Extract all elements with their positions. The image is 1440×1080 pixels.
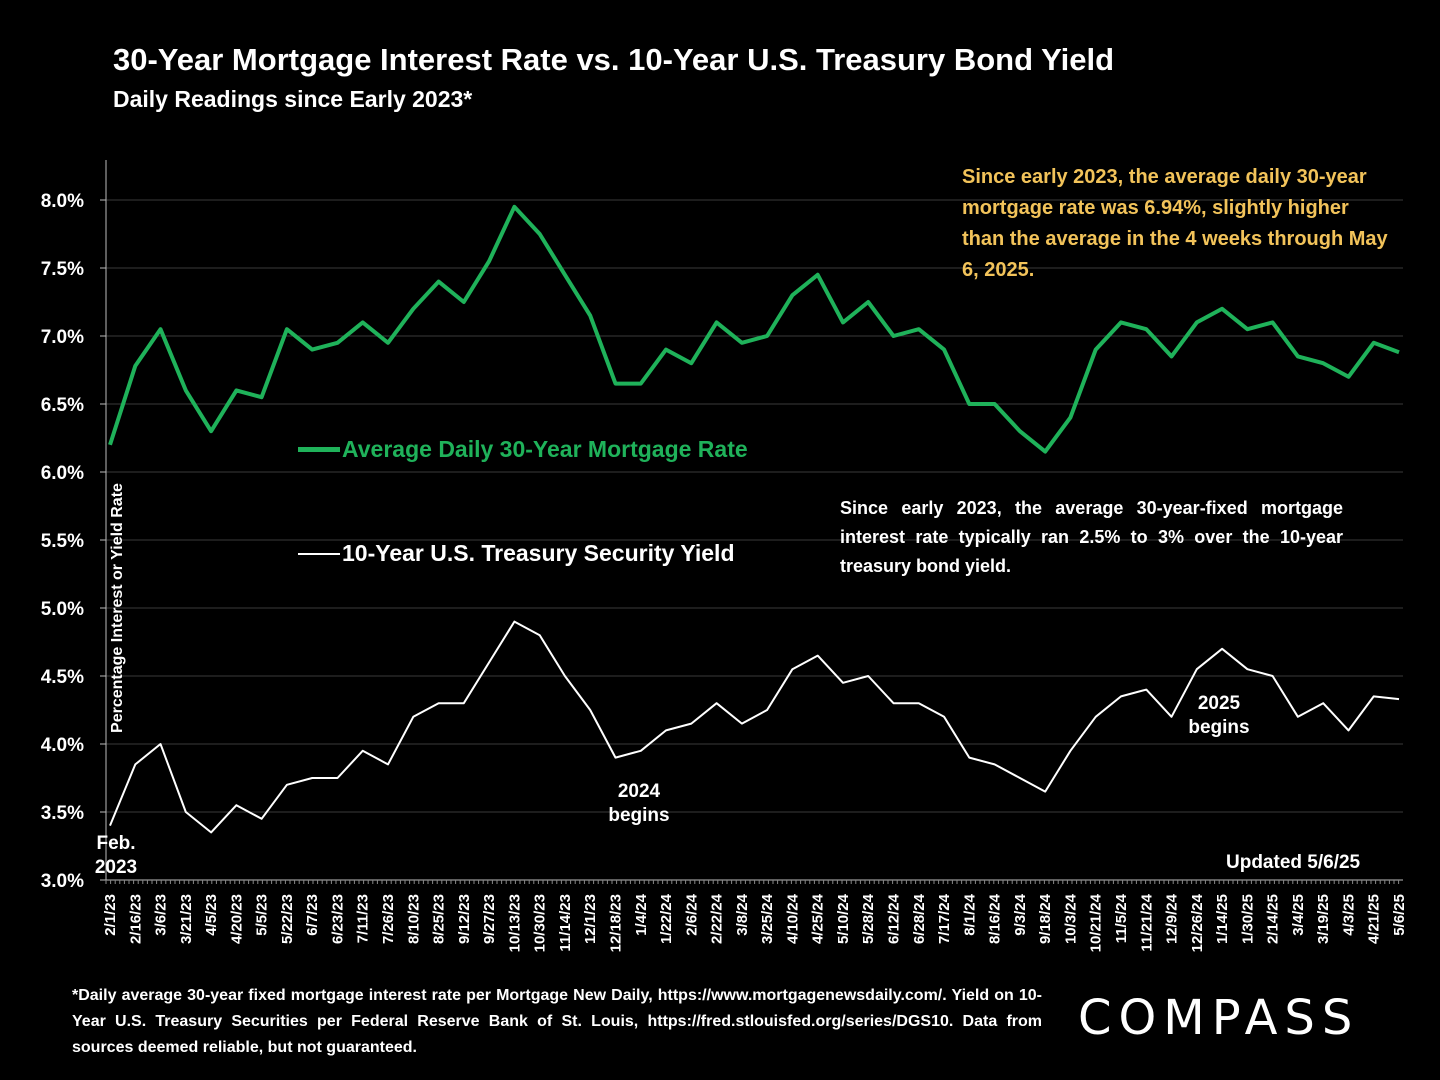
y-tick-label: 7.0% (41, 327, 84, 348)
legend-treasury-swatch (298, 552, 340, 555)
axes (100, 160, 1403, 884)
x-tick-label: 5/6/25 (1391, 894, 1408, 936)
x-tick-label: 11/14/23 (557, 894, 574, 952)
x-tick-label: 5/28/24 (860, 893, 877, 944)
x-tick-label: 5/22/23 (279, 894, 296, 944)
x-tick-label: 10/13/23 (506, 894, 523, 952)
y-tick-label: 8.0% (41, 191, 84, 212)
x-tick-label: 10/3/24 (1062, 893, 1079, 944)
x-tick-label: 5/5/23 (254, 894, 271, 936)
x-tick-label: 2/14/25 (1265, 894, 1282, 944)
x-tick-label: 8/16/24 (987, 893, 1004, 944)
label-2025-begins: 2025 begins (1188, 693, 1250, 738)
mortgage-rate-line (108, 204, 1400, 454)
legend-mortgage: Average Daily 30-Year Mortgage Rate (298, 436, 748, 463)
y-tick-label: 4.5% (41, 667, 84, 688)
x-tick-label: 4/5/23 (203, 894, 220, 936)
x-tick-label: 6/7/23 (304, 894, 321, 936)
y-tick-label: 7.5% (41, 259, 84, 280)
x-tick-labels: 2/1/23 2/16/23 3/6/23 3/21/23 4/5/23 4/20/23 5… (102, 893, 1408, 952)
y-axis-label: Percentage Interest or Yield Rate (109, 483, 126, 733)
x-tick-label: 2/22/24 (709, 893, 726, 944)
line-chart: 3.0% 3.5% 4.0% 4.5% 5.0% 5.5% 6.0% 6.5% 7.0% 7.5%… (41, 160, 1408, 952)
chart-subtitle: Daily Readings since Early 2023* (113, 86, 473, 112)
x-tick-label: 4/10/24 (784, 893, 801, 944)
legend-treasury-label: 10-Year U.S. Treasury Security Yield (342, 540, 735, 566)
y-tick-label: 6.5% (41, 395, 84, 416)
x-tick-label: 2/16/23 (127, 894, 144, 944)
x-tick-label: 9/12/23 (456, 894, 473, 944)
x-tick-label: 12/1/23 (582, 894, 599, 944)
x-tick-label: 6/28/24 (911, 893, 928, 944)
legend-treasury: 10-Year U.S. Treasury Security Yield (298, 540, 735, 567)
x-tick-label: 4/21/25 (1366, 894, 1383, 944)
y-tick-label: 3.5% (41, 803, 84, 824)
x-tick-label: 3/19/25 (1315, 894, 1332, 944)
x-tick-label: 8/1/24 (961, 893, 978, 935)
x-tick-label: 9/18/24 (1037, 893, 1054, 944)
start-label: Feb. 2023 (94, 833, 138, 878)
x-tick-label: 4/3/25 (1340, 894, 1357, 936)
x-tick-label: 1/22/24 (658, 893, 675, 944)
legend-mortgage-swatch (298, 447, 340, 452)
source-footnote: *Daily average 30-year fixed mortgage in… (72, 987, 1042, 1056)
x-tick-label: 1/4/24 (633, 893, 650, 935)
x-tick-label: 3/4/25 (1290, 894, 1307, 936)
compass-logo: COMPASS (1078, 990, 1360, 1046)
x-tick-label: 6/23/23 (329, 894, 346, 944)
y-tick-label: 5.5% (41, 531, 84, 552)
x-tick-label: 4/20/23 (228, 894, 245, 944)
x-tick-label: 3/8/24 (734, 893, 751, 935)
y-tick-label: 6.0% (41, 463, 84, 484)
x-tick-label: 10/21/24 (1088, 893, 1105, 952)
chart-title: 30-Year Mortgage Interest Rate vs. 10-Ye… (113, 42, 1115, 77)
average-rate-annotation: Since early 2023, the average daily 30-y… (962, 166, 1388, 281)
x-tick-label: 11/5/24 (1113, 893, 1130, 943)
x-tick-label: 7/11/23 (355, 894, 372, 943)
label-2024-begins: 2024 begins (608, 781, 670, 826)
x-tick-label: 9/3/24 (1012, 893, 1029, 935)
x-tick-label: 2/1/23 (102, 894, 119, 936)
legend-mortgage-label: Average Daily 30-Year Mortgage Rate (342, 436, 748, 462)
x-tick-label: 1/30/25 (1239, 894, 1256, 944)
x-tick-label: 7/26/23 (380, 894, 397, 944)
x-tick-label: 7/17/24 (936, 893, 953, 944)
x-tick-label: 8/10/23 (405, 894, 422, 944)
updated-label: Updated 5/6/25 (1226, 852, 1361, 873)
y-tick-labels: 3.0% 3.5% 4.0% 4.5% 5.0% 5.5% 6.0% 6.5% 7.0% 7.5%… (41, 191, 84, 892)
x-tick-label: 2/6/24 (683, 893, 700, 935)
x-tick-label: 11/21/24 (1138, 893, 1155, 951)
x-tick-label: 8/25/23 (431, 894, 448, 944)
x-tick-label: 9/27/23 (481, 894, 498, 944)
x-tick-label: 12/9/24 (1164, 893, 1181, 944)
y-tick-label: 5.0% (41, 599, 84, 620)
x-tick-label: 3/6/23 (153, 894, 170, 936)
spread-annotation: Since early 2023, the average 30-year-fi… (840, 498, 1343, 576)
x-tick-label: 12/26/24 (1189, 893, 1206, 952)
treasury-yield-line (109, 620, 1400, 834)
x-tick-label: 6/12/24 (886, 893, 903, 944)
y-tick-label: 3.0% (41, 871, 84, 892)
x-tick-label: 3/25/24 (759, 893, 776, 944)
x-tick-label: 3/21/23 (178, 894, 195, 944)
x-tick-label: 10/30/23 (532, 894, 549, 952)
x-tick-label: 5/10/24 (835, 893, 852, 944)
x-tick-label: 4/25/24 (810, 893, 827, 944)
y-tick-label: 4.0% (41, 735, 84, 756)
x-tick-label: 12/18/23 (607, 894, 624, 952)
series-lines (108, 204, 1400, 834)
x-tick-label: 1/14/25 (1214, 894, 1231, 944)
